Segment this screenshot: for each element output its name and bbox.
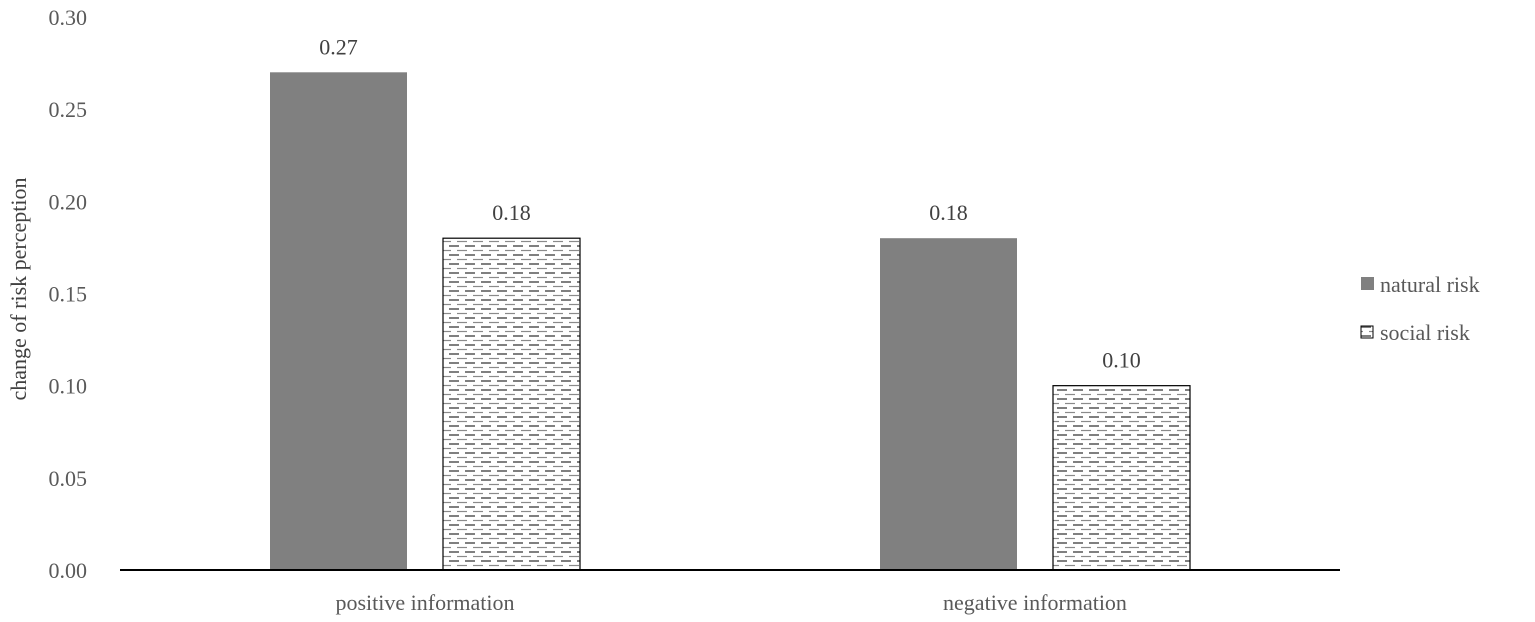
data-label: 0.27 (319, 34, 358, 59)
y-tick-label: 0.00 (49, 558, 88, 583)
y-tick-label: 0.30 (49, 5, 88, 30)
category-labels: positive information negative information (335, 590, 1126, 615)
data-label: 0.18 (929, 200, 968, 225)
legend-swatch-social-risk (1360, 325, 1374, 339)
data-label: 0.10 (1102, 348, 1141, 373)
y-tick-label: 0.05 (49, 466, 88, 491)
legend-label-natural-risk: natural risk (1380, 272, 1480, 297)
y-tick-label: 0.15 (49, 282, 88, 307)
y-tick-label: 0.20 (49, 189, 88, 214)
y-axis-title: change of risk perception (6, 178, 31, 401)
bar-natural-risk-positive-information (270, 72, 407, 571)
data-label: 0.18 (492, 200, 531, 225)
bar-social-risk-positive-information (442, 237, 581, 571)
legend-swatch-natural-risk (1361, 277, 1374, 290)
bars (270, 72, 1191, 571)
y-tick-label: 0.25 (49, 97, 88, 122)
legend: natural risk social risk (1360, 272, 1480, 345)
data-labels: 0.27 0.18 0.18 0.10 (319, 34, 1141, 372)
y-tick-label: 0.10 (49, 374, 88, 399)
y-axis-ticks: 0.00 0.05 0.10 0.15 0.20 0.25 0.30 (49, 5, 88, 583)
bar-natural-risk-negative-information (880, 238, 1017, 570)
bar-social-risk-negative-information (1052, 385, 1191, 571)
x-category-label: negative information (943, 590, 1127, 615)
legend-label-social-risk: social risk (1380, 320, 1470, 345)
x-category-label: positive information (335, 590, 514, 615)
